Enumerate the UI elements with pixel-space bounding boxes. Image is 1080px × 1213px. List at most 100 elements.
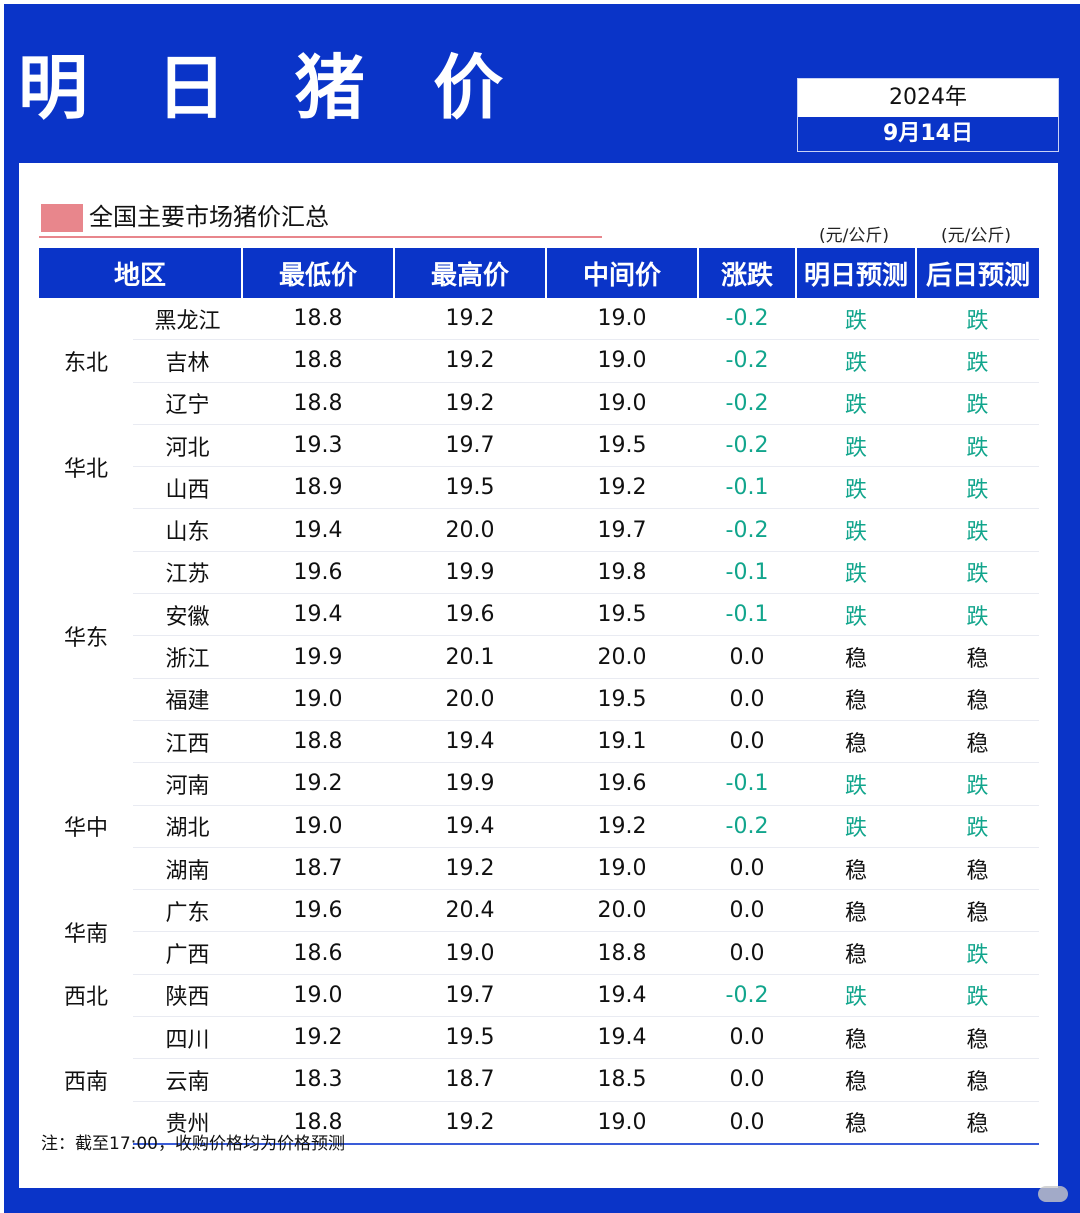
table-row: 江苏 19.6 19.9 19.8 -0.1 跌跌 xyxy=(39,551,1040,595)
cell-tomorrow: 跌 xyxy=(796,298,917,341)
cell-high: 19.2 xyxy=(394,298,547,341)
table-row: 西南 四川 19.2 19.5 19.4 0.0 稳稳 xyxy=(39,1016,1040,1095)
cell-high: 19.2 xyxy=(394,847,547,891)
cell-after: 稳 xyxy=(916,1058,1040,1102)
cell-mid: 18.5 xyxy=(546,1058,699,1102)
cell-change: -0.1 xyxy=(698,762,797,806)
cell-low: 19.2 xyxy=(242,1016,395,1060)
cell-after: 稳 xyxy=(916,1016,1040,1060)
header-region: 地区 xyxy=(39,248,244,298)
cell-high: 20.0 xyxy=(394,508,547,552)
cell-mid: 20.0 xyxy=(546,635,699,679)
unit-label-tomorrow: (元/公斤) xyxy=(819,226,889,246)
cell-low: 18.8 xyxy=(242,720,395,764)
cell-change: 0.0 xyxy=(698,1101,797,1145)
cell-mid: 19.7 xyxy=(546,508,699,552)
table-row: 广西 18.6 19.0 18.8 0.0 稳跌 xyxy=(39,931,1040,975)
cell-province: 广西 xyxy=(133,931,243,975)
cell-change: 0.0 xyxy=(698,931,797,975)
cell-tomorrow: 稳 xyxy=(796,720,917,764)
cell-after: 跌 xyxy=(916,508,1040,552)
table-row: 华东 山东 19.4 20.0 19.7 -0.2 跌跌 xyxy=(39,508,1040,651)
cell-after: 跌 xyxy=(916,298,1040,341)
cell-after: 跌 xyxy=(916,551,1040,595)
cell-region: 华北 xyxy=(63,456,108,482)
cell-province: 江苏 xyxy=(133,551,243,595)
cell-low: 19.2 xyxy=(242,762,395,806)
unit-label-after: (元/公斤) xyxy=(941,226,1011,246)
cell-tomorrow: 跌 xyxy=(796,424,917,468)
cell-low: 19.6 xyxy=(242,551,395,595)
cell-change: -0.2 xyxy=(698,805,797,848)
cell-high: 19.6 xyxy=(394,593,547,637)
cell-province: 安徽 xyxy=(133,593,243,637)
cell-tomorrow: 跌 xyxy=(796,593,917,637)
table-row: 吉林 18.8 19.2 19.0 -0.2 跌跌 xyxy=(39,339,1040,383)
cell-after: 跌 xyxy=(916,466,1040,510)
cell-mid: 19.8 xyxy=(546,551,699,595)
cell-change: 0.0 xyxy=(698,720,797,764)
cell-high: 19.2 xyxy=(394,339,547,383)
table-row: 贵州 18.8 19.2 19.0 0.0 稳稳 xyxy=(39,1101,1040,1145)
cell-tomorrow: 跌 xyxy=(796,551,917,595)
table-row: 江西 18.8 19.4 19.1 0.0 稳稳 xyxy=(39,720,1040,764)
cell-after: 跌 xyxy=(916,974,1040,1018)
date-box: 2024年 9月14日 xyxy=(797,78,1059,152)
cell-change: -0.2 xyxy=(698,339,797,383)
cell-mid: 20.0 xyxy=(546,889,699,933)
cell-low: 18.3 xyxy=(242,1058,395,1102)
cell-tomorrow: 跌 xyxy=(796,339,917,383)
cell-low: 19.4 xyxy=(242,593,395,637)
cell-mid: 19.0 xyxy=(546,382,699,425)
cell-high: 19.9 xyxy=(394,551,547,595)
date-day: 9月14日 xyxy=(798,117,1058,151)
cell-low: 19.3 xyxy=(242,424,395,468)
cell-high: 19.7 xyxy=(394,424,547,468)
section-underline xyxy=(39,236,602,238)
cell-mid: 19.1 xyxy=(546,720,699,764)
table-row: 福建 19.0 20.0 19.5 0.0 稳稳 xyxy=(39,678,1040,721)
table-row: 云南 18.3 18.7 18.5 0.0 稳稳 xyxy=(39,1058,1040,1102)
cell-low: 18.8 xyxy=(242,1101,395,1145)
cell-mid: 19.0 xyxy=(546,298,699,341)
cell-high: 19.4 xyxy=(394,720,547,764)
cell-change: 0.0 xyxy=(698,1058,797,1102)
cell-after: 稳 xyxy=(916,847,1040,891)
cell-low: 19.4 xyxy=(242,508,395,552)
cell-high: 19.4 xyxy=(394,805,547,848)
cell-mid: 19.2 xyxy=(546,466,699,510)
cell-change: -0.2 xyxy=(698,424,797,468)
cell-province: 山西 xyxy=(133,466,243,510)
cell-after: 稳 xyxy=(916,635,1040,679)
header-low: 最低价 xyxy=(242,248,396,298)
section-marker xyxy=(41,204,83,232)
cell-tomorrow: 跌 xyxy=(796,466,917,510)
cell-high: 19.9 xyxy=(394,762,547,806)
cell-low: 18.8 xyxy=(242,298,395,341)
table-row: 山西 18.9 19.5 19.2 -0.1 跌跌 xyxy=(39,466,1040,510)
table-row: 辽宁 18.8 19.2 19.0 -0.2 跌跌 xyxy=(39,382,1040,425)
cell-change: -0.2 xyxy=(698,974,797,1018)
cell-mid: 19.4 xyxy=(546,974,699,1018)
table-row: 华北 河北 19.3 19.7 19.5 -0.2 跌跌 xyxy=(39,424,1040,482)
cell-province: 浙江 xyxy=(133,635,243,679)
cell-province: 陕西 xyxy=(133,974,243,1018)
cell-mid: 18.8 xyxy=(546,931,699,975)
table-row: 华南 广东 19.6 20.4 20.0 0.0 稳稳 xyxy=(39,889,1040,947)
cell-province: 四川 xyxy=(133,1016,243,1060)
cell-tomorrow: 跌 xyxy=(796,974,917,1018)
cell-after: 跌 xyxy=(916,593,1040,637)
cell-change: 0.0 xyxy=(698,1016,797,1060)
cell-low: 19.6 xyxy=(242,889,395,933)
cell-after: 跌 xyxy=(916,339,1040,383)
cell-change: -0.1 xyxy=(698,466,797,510)
cell-province: 湖北 xyxy=(133,805,243,848)
cell-change: 0.0 xyxy=(698,678,797,721)
date-year: 2024年 xyxy=(798,79,1058,117)
cell-province: 广东 xyxy=(133,889,243,933)
cell-high: 20.4 xyxy=(394,889,547,933)
cell-region: 华东 xyxy=(63,625,108,651)
cell-change: -0.2 xyxy=(698,298,797,341)
cell-province: 云南 xyxy=(133,1058,243,1102)
cell-low: 18.9 xyxy=(242,466,395,510)
